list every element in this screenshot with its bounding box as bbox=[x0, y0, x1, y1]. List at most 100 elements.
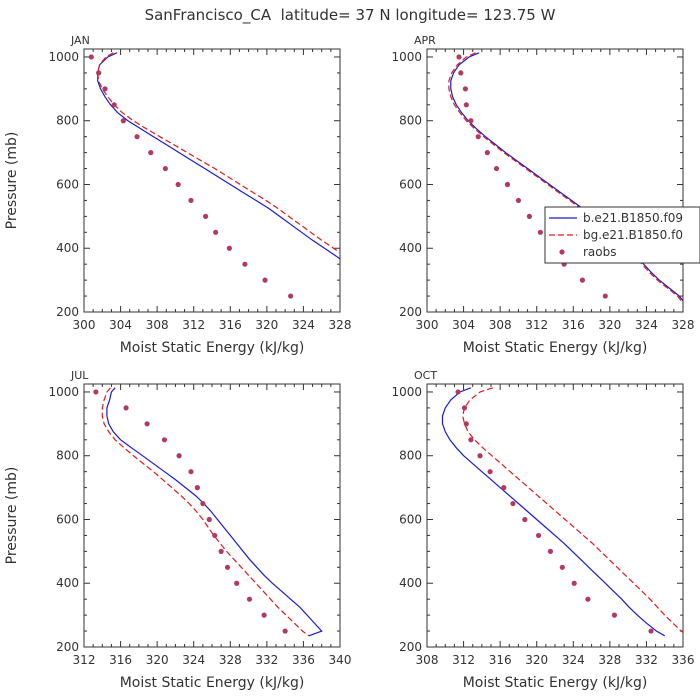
x-tick-label: 332 bbox=[255, 653, 278, 667]
x-tick-label: 336 bbox=[292, 653, 315, 667]
raobs-point bbox=[522, 516, 528, 523]
data-layer bbox=[101, 387, 323, 637]
raobs-point bbox=[461, 405, 468, 411]
x-tick-label: 336 bbox=[672, 653, 695, 667]
x-tick-label: 316 bbox=[219, 318, 242, 332]
y-tick-label: 200 bbox=[399, 640, 422, 654]
y-tick-label: 200 bbox=[56, 640, 79, 654]
x-tick-label: 316 bbox=[562, 318, 585, 332]
legend-label: b.e21.B1850.f09 bbox=[583, 211, 683, 225]
x-tick-label: 316 bbox=[109, 653, 132, 667]
panel-oct: 308 312 316 320 324 328 332 336 200 400 600 800 1000… bbox=[391, 369, 694, 691]
x-tick-label: 332 bbox=[635, 653, 658, 667]
x-tick-label: 304 bbox=[109, 318, 132, 332]
raobs-point bbox=[161, 437, 168, 443]
x-tick-label: 300 bbox=[73, 318, 96, 332]
raobs-point bbox=[537, 229, 543, 235]
y-tick-label: 600 bbox=[56, 512, 79, 526]
x-axis-label: Moist Static Energy (kJ/kg) bbox=[463, 675, 648, 691]
x-tick-label: 304 bbox=[452, 318, 475, 332]
y-axis-label: Pressure (mb) bbox=[4, 467, 20, 565]
raobs-point bbox=[504, 181, 511, 188]
y-tick-label: 1000 bbox=[391, 50, 422, 64]
x-tick-label: 324 bbox=[635, 318, 658, 332]
raobs-point bbox=[535, 532, 542, 539]
raobs-point bbox=[463, 102, 469, 108]
x-tick-label: 312 bbox=[182, 318, 205, 332]
raobs-point bbox=[648, 628, 654, 634]
legend: b.e21.B1850.f09 bg.e21.B1850.f0 raobs bbox=[544, 206, 700, 264]
raobs-point bbox=[188, 469, 194, 475]
raobs-point bbox=[226, 245, 232, 251]
raobs-point bbox=[462, 86, 468, 92]
y-tick-label: 400 bbox=[56, 576, 79, 590]
y-tick-label: 800 bbox=[399, 449, 422, 463]
x-tick-label: 308 bbox=[416, 653, 439, 667]
x-tick-label: 320 bbox=[525, 653, 548, 667]
panel-title: JAN bbox=[70, 34, 90, 47]
series-line-bg bbox=[97, 52, 340, 254]
raobs-point bbox=[475, 134, 481, 140]
raobs-point bbox=[547, 548, 554, 554]
y-tick-label: 600 bbox=[56, 177, 79, 191]
raobs-point bbox=[571, 580, 577, 586]
x-tick-label: 312 bbox=[525, 318, 548, 332]
x-tick-label: 324 bbox=[562, 653, 585, 667]
raobs-point bbox=[515, 197, 522, 204]
raobs-point bbox=[234, 580, 240, 586]
raobs-point bbox=[579, 277, 586, 283]
x-tick-label: 308 bbox=[146, 318, 169, 332]
panel-title: OCT bbox=[414, 369, 437, 382]
legend-label: bg.e21.B1850.f0 bbox=[583, 228, 683, 242]
legend-marker-raobs bbox=[559, 249, 565, 255]
raobs-point bbox=[88, 54, 94, 60]
raobs-point bbox=[242, 261, 248, 267]
x-axis-label: Moist Static Energy (kJ/kg) bbox=[120, 340, 305, 356]
x-tick-label: 320 bbox=[598, 318, 621, 332]
raobs-point bbox=[484, 150, 490, 156]
raobs-point bbox=[162, 165, 168, 172]
raobs-point bbox=[93, 389, 99, 395]
y-tick-label: 200 bbox=[399, 305, 422, 319]
panels: 300 304 308 312 316 320 324 328 200 400 600 800 1000… bbox=[4, 34, 700, 691]
x-tick-label: 328 bbox=[219, 653, 242, 667]
raobs-point bbox=[224, 564, 231, 570]
series-line-b bbox=[106, 387, 323, 637]
raobs-point bbox=[176, 453, 182, 459]
series-line-b bbox=[450, 52, 683, 302]
x-tick-label: 328 bbox=[598, 653, 621, 667]
x-tick-label: 308 bbox=[489, 318, 512, 332]
x-axis-label: Moist Static Energy (kJ/kg) bbox=[463, 340, 648, 356]
series-line-b bbox=[441, 387, 665, 637]
raobs-point bbox=[144, 421, 150, 427]
y-tick-label: 1000 bbox=[48, 50, 79, 64]
raobs-point bbox=[188, 197, 194, 204]
raobs-point bbox=[458, 70, 464, 76]
panel-title: JUL bbox=[70, 369, 89, 382]
x-tick-label: 312 bbox=[452, 653, 475, 667]
raobs-point bbox=[134, 134, 140, 140]
raobs-point bbox=[288, 293, 294, 299]
figure-title: SanFrancisco_CA latitude= 37 N longitude… bbox=[145, 6, 556, 25]
raobs-point bbox=[175, 181, 181, 188]
raobs-point bbox=[246, 596, 253, 602]
raobs-point bbox=[282, 628, 288, 634]
raobs-point bbox=[477, 453, 483, 459]
y-tick-label: 800 bbox=[56, 449, 79, 463]
raobs-point bbox=[206, 516, 212, 523]
legend-label: raobs bbox=[583, 245, 617, 259]
y-tick-label: 200 bbox=[56, 305, 79, 319]
raobs-point bbox=[468, 118, 474, 124]
raobs-point bbox=[203, 213, 209, 219]
raobs-point bbox=[120, 118, 126, 124]
x-tick-label: 324 bbox=[182, 653, 205, 667]
raobs-point bbox=[96, 70, 102, 76]
raobs-point bbox=[148, 150, 154, 156]
panel-apr: 300 304 308 312 316 320 324 328 200 400 600 800 1000… bbox=[391, 34, 694, 356]
raobs-point bbox=[611, 612, 618, 618]
raobs-point bbox=[487, 469, 493, 475]
raobs-point bbox=[526, 213, 533, 219]
x-tick-label: 312 bbox=[73, 653, 96, 667]
x-axis-label: Moist Static Energy (kJ/kg) bbox=[120, 675, 305, 691]
